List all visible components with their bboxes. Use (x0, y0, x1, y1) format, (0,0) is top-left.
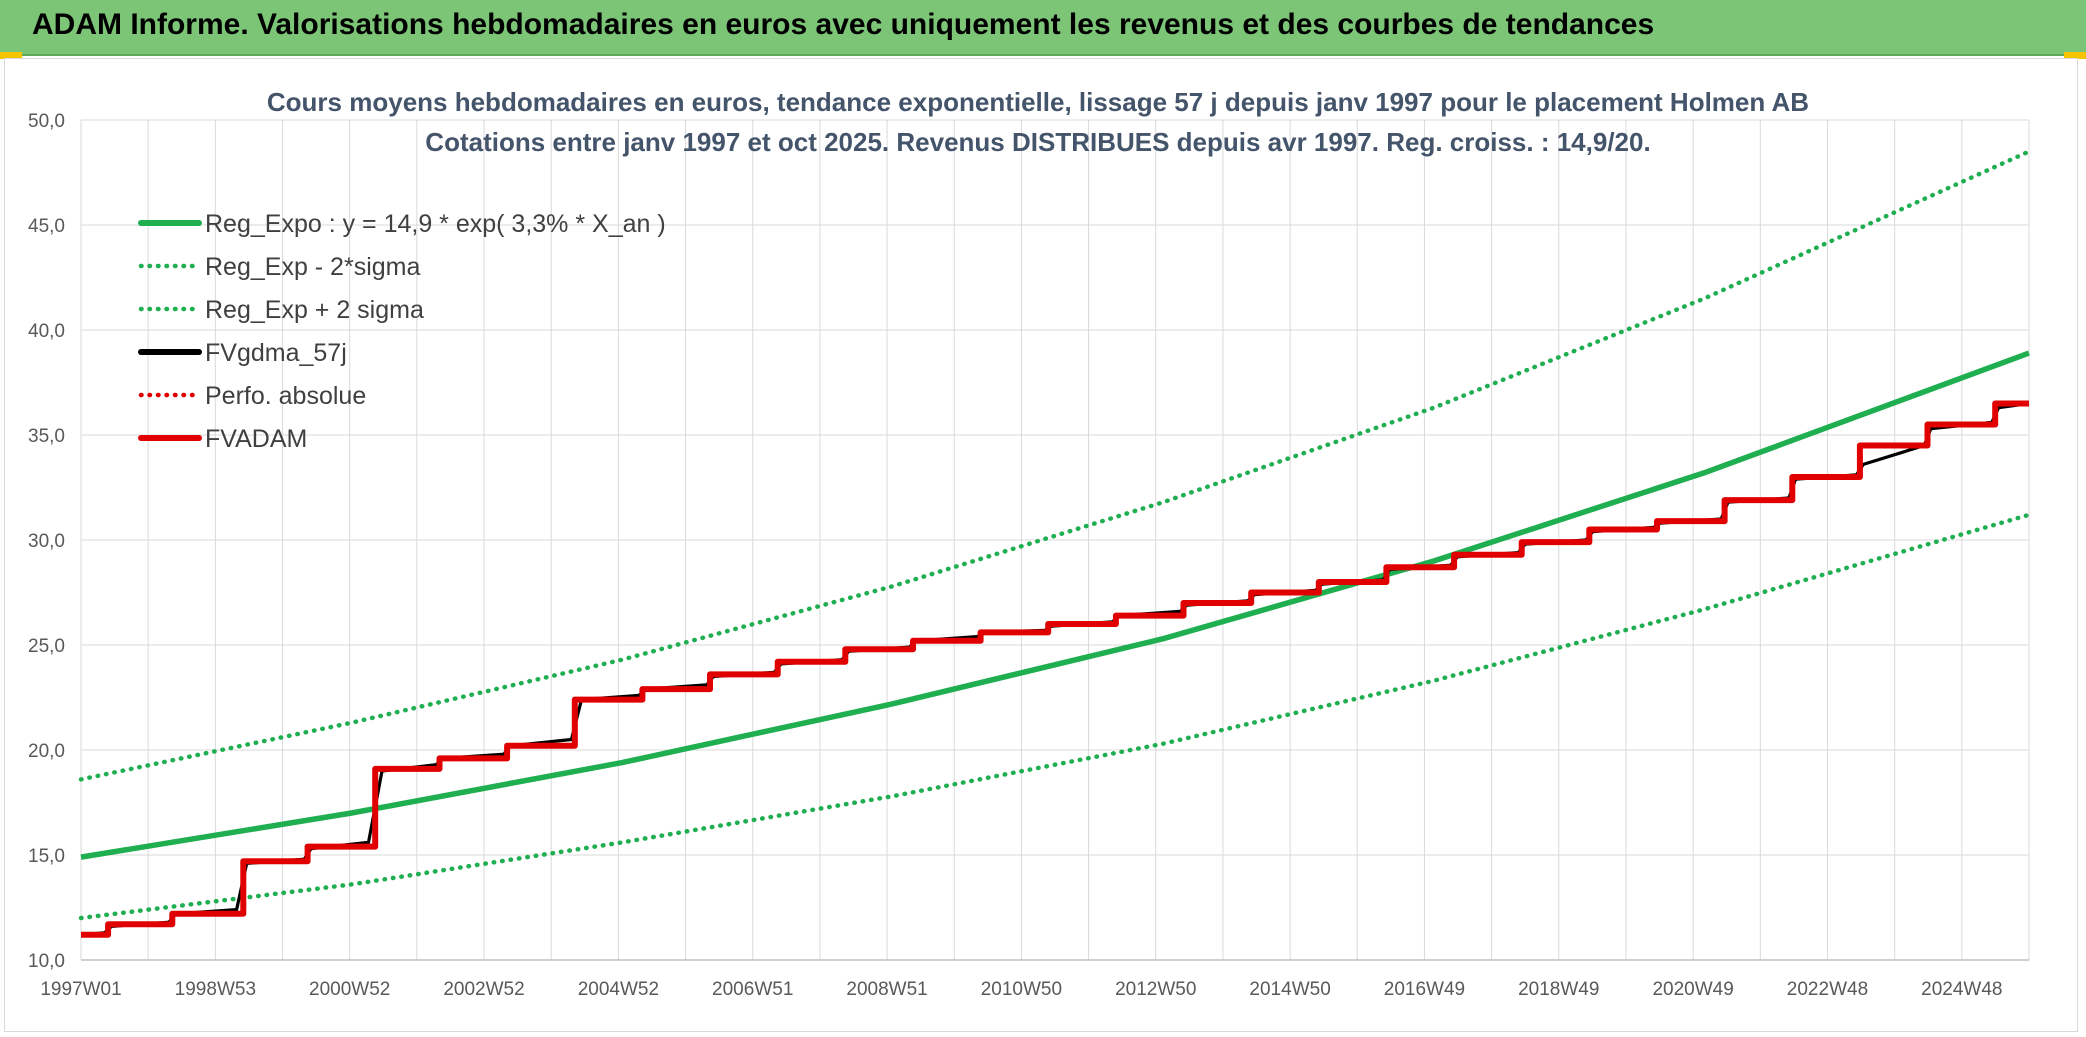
legend-label: FVgdma_57j (205, 339, 347, 367)
x-tick-label: 1997W01 (40, 979, 121, 1000)
y-tick-label: 40,0 (28, 321, 65, 342)
chart-area: 10,0 15,0 20,0 25,0 30,0 35,0 40,0 45,0 50,0 1997… (4, 58, 2078, 1032)
x-tick-label: 2004W52 (578, 979, 659, 1000)
chart-svg: 10,0 15,0 20,0 25,0 30,0 35,0 40,0 45,0 50,0 1997… (28, 87, 2032, 1000)
x-tick-label: 2014W50 (1249, 979, 1330, 1000)
y-tick-label: 45,0 (28, 216, 65, 237)
chart-title-line: Cours moyens hebdomadaires en euros, ten… (267, 87, 1809, 117)
legend-label: Reg_Exp - 2*sigma (205, 253, 420, 281)
x-tick-label: 2022W48 (1787, 979, 1868, 1000)
legend-label: Reg_Exp + 2 sigma (205, 296, 424, 324)
series-line-1 (78, 512, 2032, 921)
x-tick-label: 2024W48 (1921, 979, 2002, 1000)
legend-label: FVADAM (205, 425, 307, 453)
x-tick-label: 2016W49 (1384, 979, 1465, 1000)
report-banner: ADAM Informe. Valorisations hebdomadaire… (0, 0, 2086, 56)
x-tick-label: 2008W51 (846, 979, 927, 1000)
series-line-2 (78, 149, 2032, 782)
corner-marker-left (0, 52, 22, 59)
x-tick-label: 2020W49 (1652, 979, 1733, 1000)
series-line-5 (81, 400, 2029, 938)
y-tick-label: 50,0 (28, 111, 65, 132)
x-tick-label: 2010W50 (981, 979, 1062, 1000)
y-tick-label: 10,0 (28, 951, 65, 972)
legend-label: Perfo. absolue (205, 382, 366, 410)
y-tick-label: 35,0 (28, 426, 65, 447)
chart-title-line: Cotations entre janv 1997 et oct 2025. R… (425, 127, 1650, 157)
x-tick-label: 2006W51 (712, 979, 793, 1000)
legend-label: Reg_Expo : y = 14,9 * exp( 3,3% * X_an ) (205, 210, 666, 238)
corner-marker-right (2064, 52, 2086, 59)
x-tick-label: 2002W52 (443, 979, 524, 1000)
report-title: ADAM Informe. Valorisations hebdomadaire… (32, 8, 1655, 41)
x-tick-label: 1998W53 (175, 979, 256, 1000)
y-tick-label: 15,0 (28, 846, 65, 867)
x-tick-label: 2012W50 (1115, 979, 1196, 1000)
x-tick-label: 2018W49 (1518, 979, 1599, 1000)
y-tick-label: 25,0 (28, 636, 65, 657)
y-tick-label: 30,0 (28, 531, 65, 552)
x-tick-label: 2000W52 (309, 979, 390, 1000)
series-line-0 (80, 350, 2030, 860)
y-tick-label: 20,0 (28, 741, 65, 762)
